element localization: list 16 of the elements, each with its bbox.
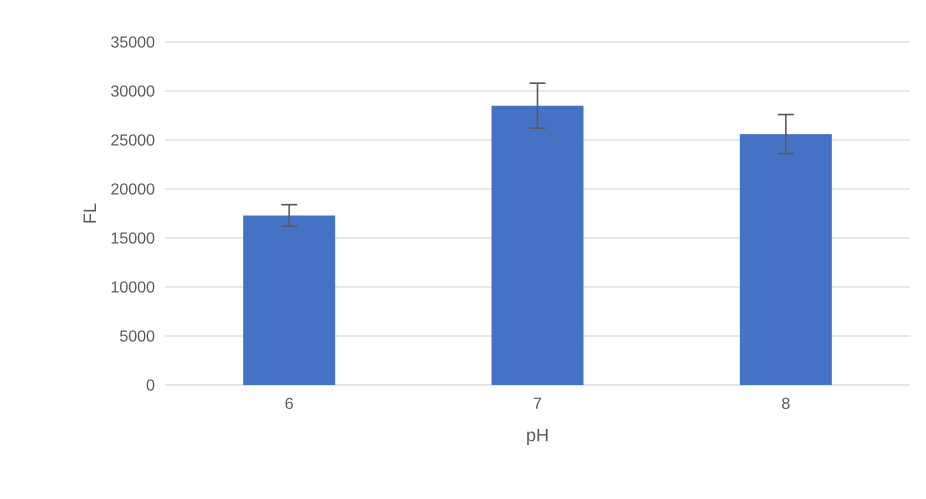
y-tick-label: 30000	[111, 85, 154, 97]
y-tick-label: 25000	[111, 134, 154, 146]
y-tick-label: 10000	[112, 281, 154, 293]
x-tick-label: 6	[286, 398, 293, 410]
bar	[740, 134, 832, 385]
x-axis-title: pH	[527, 428, 548, 445]
y-tick-label: 5000	[120, 330, 154, 342]
x-tick-label: 8	[782, 398, 790, 410]
y-axis-title: FL	[84, 204, 96, 223]
y-tick-label: 20000	[111, 183, 154, 195]
y-tick-label: 15000	[112, 232, 154, 244]
y-tick-label: 0	[146, 379, 154, 391]
bar	[492, 106, 584, 385]
x-tick-label: 7	[534, 398, 542, 409]
bar	[243, 215, 336, 385]
y-tick-label: 35000	[111, 36, 154, 48]
